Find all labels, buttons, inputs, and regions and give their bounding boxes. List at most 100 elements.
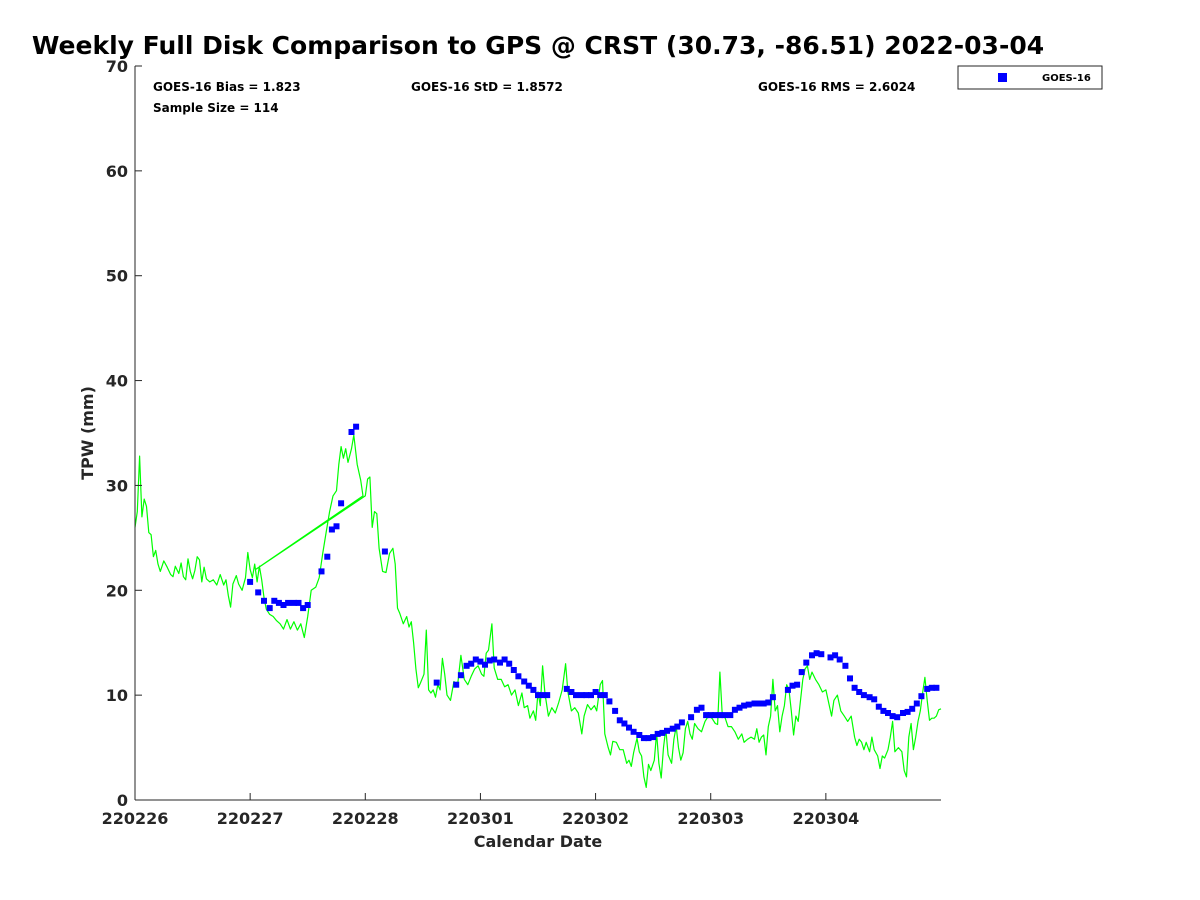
bias-stat: GOES-16 Bias = 1.823 [153, 80, 301, 94]
goes16-data-point [866, 694, 873, 701]
goes16-data-point [472, 656, 479, 663]
goes16-data-point [247, 578, 254, 585]
goes16-data-point [751, 700, 758, 707]
goes16-data-point [521, 678, 528, 685]
x-tick-label: 220226 [102, 809, 169, 828]
goes16-data-point [860, 692, 867, 699]
goes16-data-point [827, 654, 834, 661]
goes16-data-point [573, 692, 579, 699]
goes16-data-point [842, 662, 849, 669]
goes16-data-point [636, 732, 643, 738]
gps-line-layer [134, 434, 942, 789]
goes16-data-point [741, 702, 748, 709]
goes16-data-point [353, 423, 360, 430]
goes16-data-point [745, 701, 752, 708]
goes16-data-point [832, 652, 839, 659]
goes16-data-point [645, 735, 652, 742]
goes16-data-point [463, 662, 470, 669]
goes16-data-point [453, 681, 460, 688]
goes16-data-point [664, 727, 670, 734]
goes16-data-point [583, 692, 590, 699]
goes16-data-point [381, 548, 388, 555]
goes16-data-point [333, 523, 340, 530]
goes16-data-point [894, 714, 901, 721]
goes16-data-point [271, 597, 278, 604]
goes16-data-point [809, 652, 815, 659]
goes16-data-point [756, 700, 763, 707]
y-tick-label: 60 [106, 162, 128, 181]
goes16-data-point [457, 672, 464, 679]
goes16-data-point [266, 605, 273, 612]
goes16-data-point [731, 706, 738, 713]
goes16-data-point [501, 656, 508, 663]
goes16-data-point [486, 657, 493, 664]
goes16-data-point [304, 602, 311, 608]
goes16-data-point [736, 704, 743, 711]
x-tick-label: 220302 [562, 809, 629, 828]
goes16-data-point [544, 692, 551, 699]
goes16-data-point [856, 689, 863, 695]
goes16-data-point [784, 686, 791, 693]
y-tick-label: 0 [117, 791, 128, 810]
goes16-data-point [924, 685, 931, 692]
goes16-data-point [525, 682, 532, 689]
goes16-data-point [468, 660, 475, 667]
goes16-data-point [698, 704, 705, 711]
goes16-data-point [875, 703, 882, 710]
gps-tpw-line [134, 434, 942, 789]
goes16-data-point [674, 723, 681, 730]
y-tick-label: 50 [106, 267, 128, 286]
goes16-data-point [482, 661, 488, 668]
goes16-data-point [640, 735, 647, 742]
goes16-data-point [851, 684, 858, 691]
goes16-data-point [707, 712, 714, 719]
goes16-data-point [760, 700, 767, 707]
legend-label-goes16: GOES-16 [1042, 73, 1091, 84]
goes16-data-point [477, 658, 484, 665]
goes16-data-point [904, 708, 911, 715]
goes16-data-point [836, 656, 843, 663]
std-stat: GOES-16 StD = 1.8572 [411, 80, 563, 94]
goes16-data-point [789, 682, 796, 689]
y-tick-label: 40 [106, 372, 128, 391]
goes16-data-point [871, 696, 878, 703]
goes16-data-point [650, 734, 657, 741]
goes16-data-point [693, 706, 700, 713]
goes16-data-point [324, 553, 331, 560]
goes16-data-point [678, 719, 685, 726]
goes16-data-point [433, 679, 440, 686]
x-tick-label: 220227 [217, 809, 284, 828]
legend: GOES-16 [957, 65, 1103, 90]
y-tick-label: 30 [106, 476, 128, 495]
x-tick-label: 220304 [792, 809, 859, 828]
goes16-data-point [510, 667, 517, 673]
goes16-data-point [515, 673, 522, 680]
goes16-data-point [535, 692, 541, 699]
goes16-data-point [280, 602, 287, 608]
goes16-data-point [491, 656, 498, 663]
goes16-data-point [261, 597, 267, 604]
goes16-data-point [597, 692, 604, 699]
goes16-data-point [765, 699, 772, 706]
goes16-data-point [885, 710, 891, 716]
x-tick-label: 220301 [447, 809, 514, 828]
y-tick-label: 20 [106, 581, 128, 600]
goes16-data-point [889, 713, 896, 720]
legend-box [957, 65, 1103, 90]
goes16-data-point [612, 707, 619, 714]
goes16-data-point [497, 659, 503, 666]
goes16-data-point [606, 698, 613, 705]
goes16-data-point [769, 694, 776, 701]
goes16-data-point [626, 724, 632, 731]
legend-marker-goes16 [998, 73, 1007, 82]
goes16-data-point [601, 692, 608, 699]
goes16-data-point [712, 712, 719, 719]
goes16-data-point [688, 714, 695, 721]
goes16-data-point [716, 712, 723, 719]
goes16-data-point [348, 429, 355, 435]
y-axis-label: TPW (mm) [78, 386, 97, 480]
goes16-data-point [909, 705, 916, 712]
y-tick-label: 10 [106, 686, 128, 705]
goes16-data-point [568, 689, 575, 695]
goes16-data-point [880, 707, 887, 714]
